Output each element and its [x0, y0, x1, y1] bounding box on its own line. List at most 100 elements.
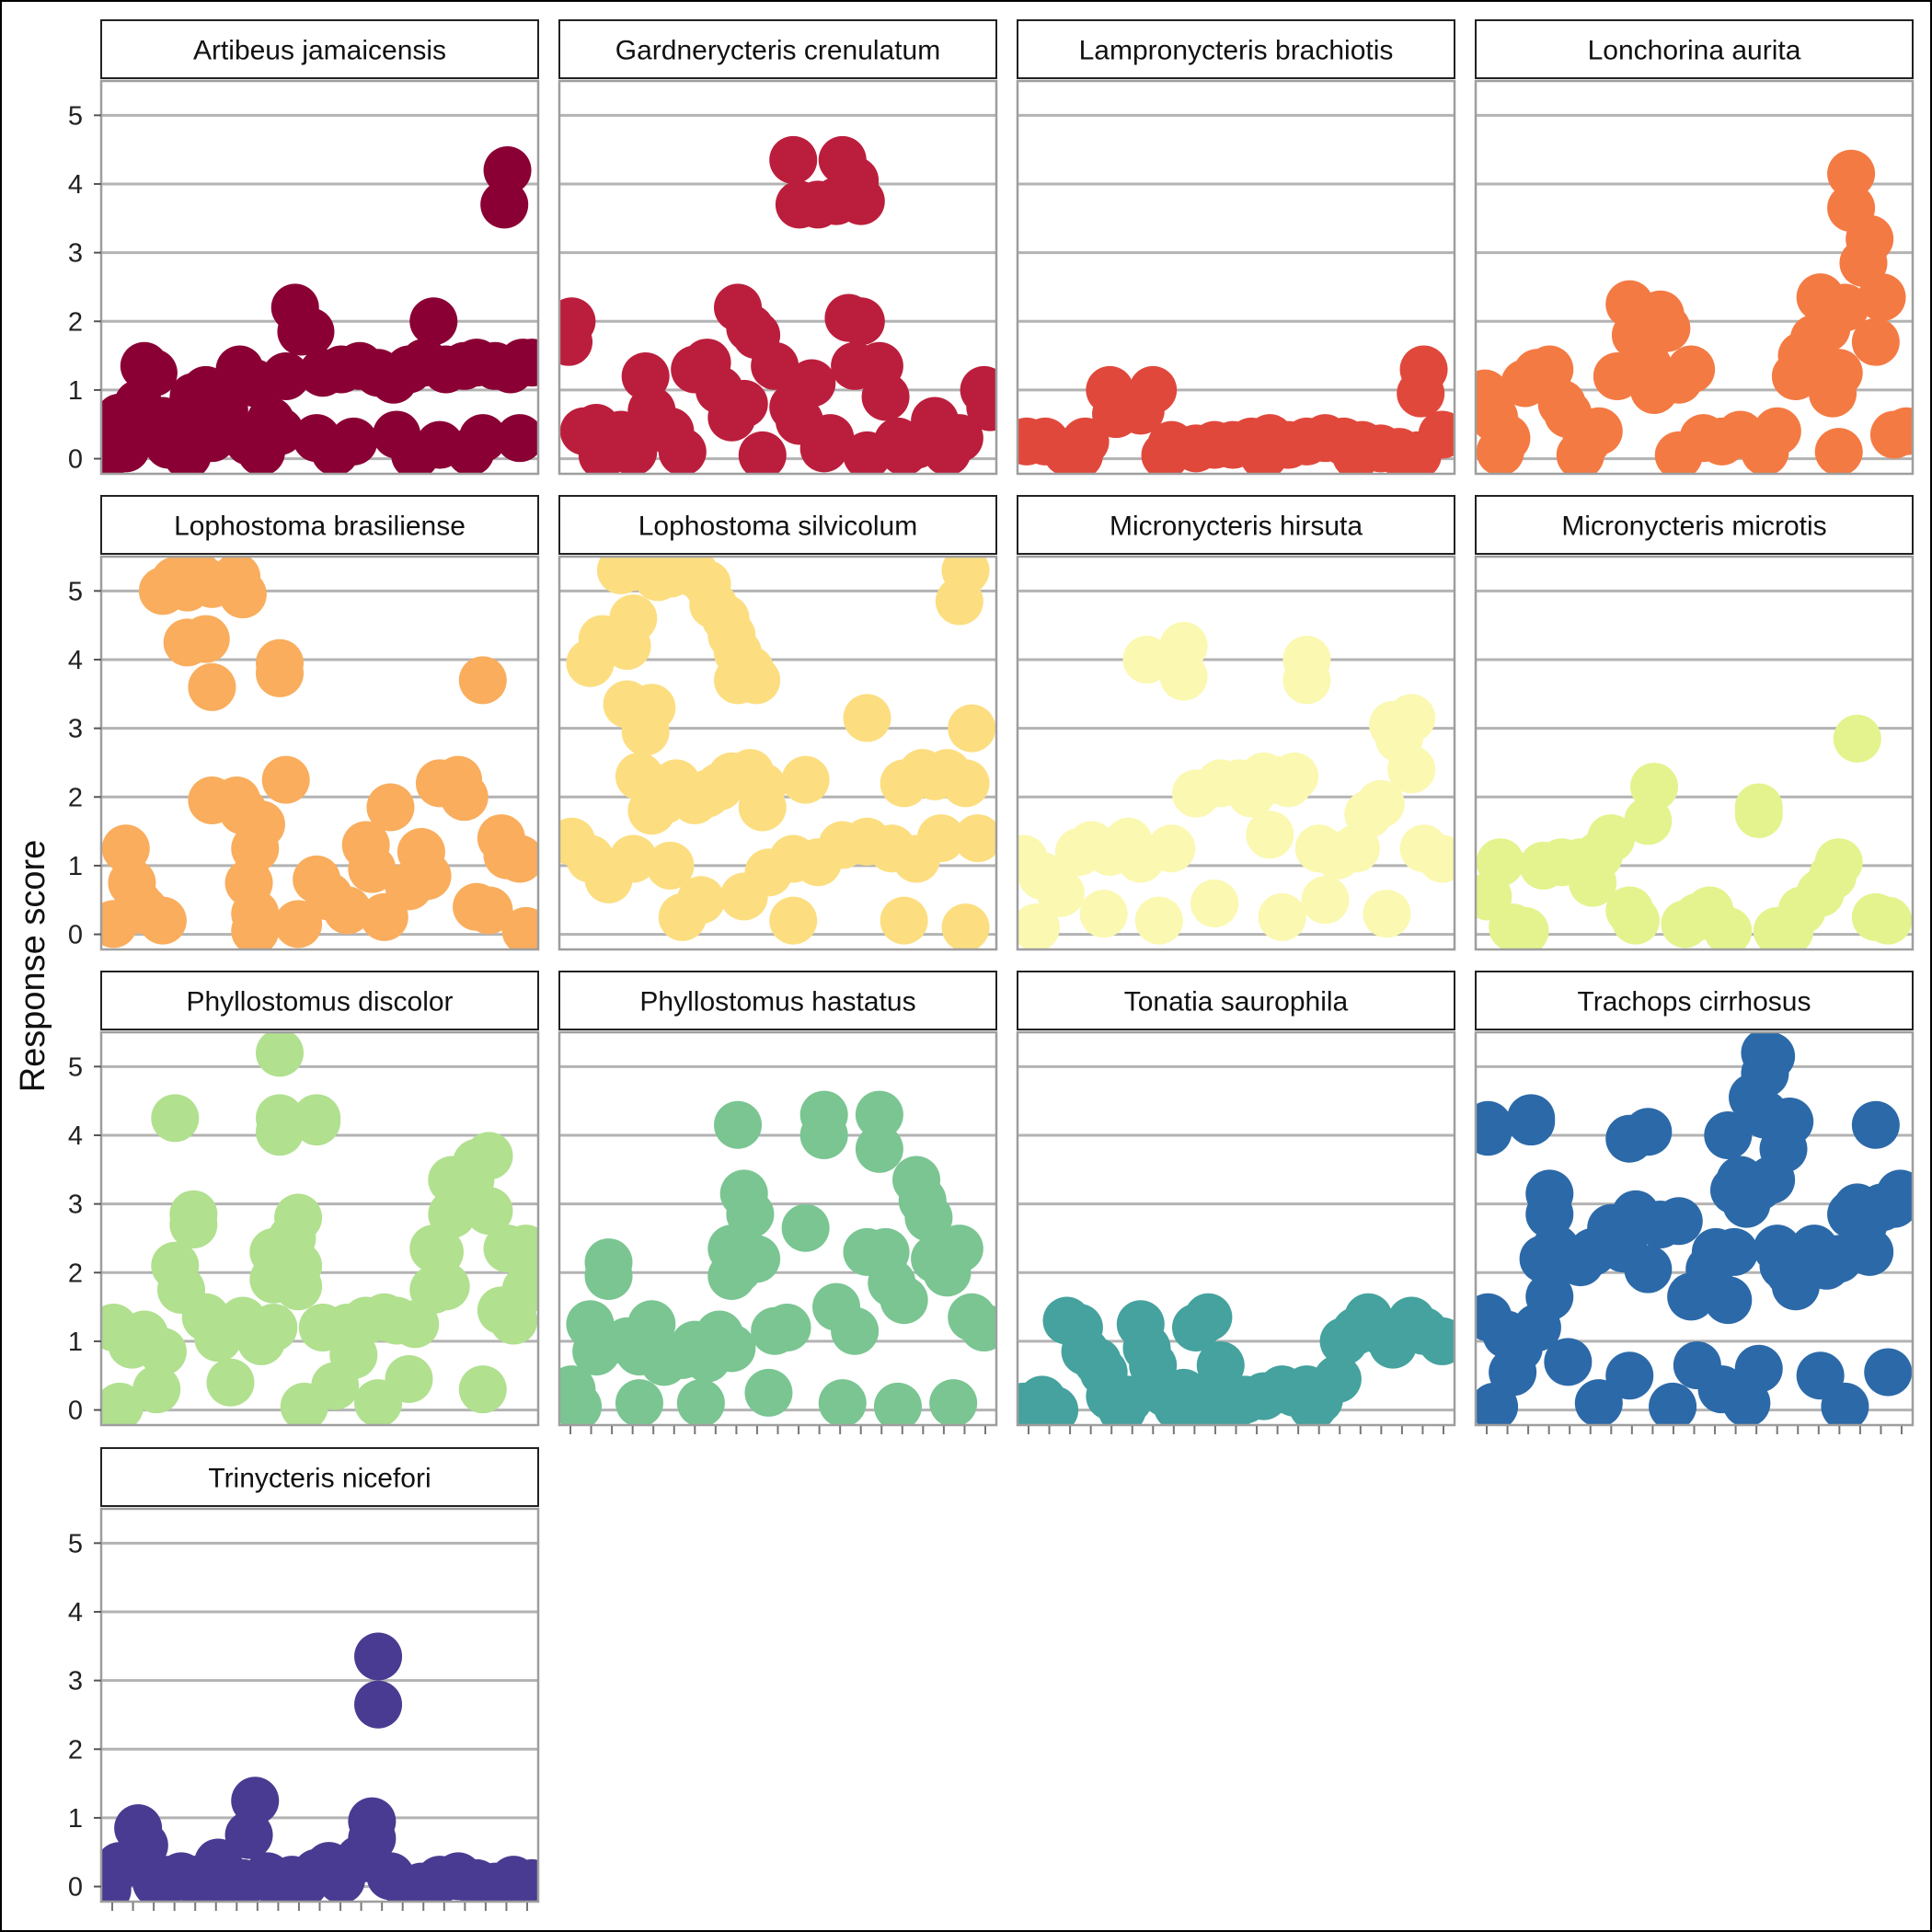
data-point	[465, 886, 513, 935]
data-point	[274, 1193, 323, 1242]
data-point	[799, 1110, 848, 1159]
data-point	[206, 1358, 255, 1407]
data-point	[1282, 656, 1331, 705]
data-point	[440, 773, 489, 822]
data-point	[1122, 635, 1171, 684]
facet-panels: Artibeus jamaicensis 0 1 2 3 4 5 Gardnerycteris…	[68, 19, 1915, 1911]
data-point	[1857, 273, 1906, 322]
data-point	[880, 1276, 928, 1325]
data-point	[501, 906, 538, 949]
data-point	[1476, 838, 1524, 887]
data-point	[101, 431, 132, 474]
panel-border	[99, 1030, 540, 1427]
data-point	[836, 177, 885, 225]
data-point	[1667, 345, 1716, 394]
panel-title: Artibeus jamaicensis	[193, 36, 446, 66]
y-tick-label: 2	[68, 307, 83, 337]
data-point	[1397, 369, 1445, 418]
panel-border	[1016, 1030, 1456, 1427]
points	[559, 1090, 996, 1425]
points	[559, 557, 996, 949]
data-point	[948, 704, 996, 753]
panel-strip	[558, 971, 997, 1030]
data-point	[732, 656, 781, 705]
data-point	[458, 1365, 507, 1414]
panel-border	[99, 79, 540, 476]
data-point	[843, 431, 891, 474]
data-point	[744, 1368, 793, 1417]
data-point	[1809, 369, 1857, 418]
data-point	[508, 339, 538, 387]
data-point	[1587, 814, 1636, 863]
data-point	[274, 1262, 323, 1311]
data-point	[1697, 1365, 1746, 1414]
data-point	[658, 428, 707, 474]
data-point	[1827, 149, 1876, 198]
data-point	[501, 1225, 538, 1273]
panel-strip	[558, 495, 997, 555]
panel-title: Gardnerycteris crenulatum	[615, 36, 940, 66]
data-point	[966, 383, 996, 431]
data-point	[1196, 1341, 1245, 1390]
data-point	[1765, 1098, 1814, 1146]
points	[101, 1032, 538, 1425]
data-point	[831, 1306, 880, 1355]
data-point	[818, 1379, 867, 1425]
panel-border	[99, 555, 540, 951]
data-point	[1624, 1108, 1673, 1156]
data-point	[465, 1187, 513, 1236]
data-point	[707, 1324, 756, 1373]
data-point	[1476, 1382, 1519, 1425]
data-point	[1239, 431, 1288, 474]
panel-border	[558, 1030, 998, 1427]
panel: Artibeus jamaicensis 0 1 2 3 4 5	[68, 19, 540, 476]
data-point	[1079, 890, 1128, 938]
data-point	[1129, 365, 1178, 414]
y-tick-label: 3	[68, 1190, 83, 1220]
data-point	[354, 1680, 403, 1729]
panel-strip	[558, 19, 997, 79]
data-point	[169, 1190, 218, 1238]
data-point	[726, 1190, 775, 1238]
data-point	[769, 896, 818, 945]
data-point	[1525, 1272, 1574, 1321]
y-tick-label: 3	[68, 715, 83, 744]
data-point	[495, 834, 538, 883]
data-point	[941, 903, 990, 949]
panel: Phyllostomus hastatus	[558, 971, 998, 1434]
data-point	[446, 428, 495, 474]
data-point	[249, 1303, 298, 1351]
data-point	[1611, 896, 1660, 945]
data-point	[1704, 1110, 1753, 1159]
data-point	[256, 1032, 305, 1077]
data-point	[769, 135, 818, 184]
y-tick-label: 1	[68, 1328, 83, 1357]
data-point	[138, 896, 187, 945]
panel-strip	[100, 971, 539, 1030]
panel-strip	[1475, 19, 1914, 79]
data-point	[873, 1382, 922, 1425]
data-point	[354, 1379, 403, 1425]
data-point	[658, 892, 707, 941]
y-tick-label: 3	[68, 1667, 83, 1696]
data-point	[559, 817, 596, 866]
data-point	[1134, 896, 1183, 945]
data-point	[1054, 431, 1103, 474]
data-point	[1331, 431, 1380, 474]
data-point	[1851, 1100, 1900, 1149]
data-point	[732, 1235, 781, 1283]
data-point	[1814, 838, 1863, 887]
data-point	[861, 373, 910, 421]
data-point	[1734, 789, 1783, 838]
data-point	[738, 783, 787, 832]
data-point	[1821, 283, 1869, 332]
data-point	[1814, 428, 1863, 474]
data-point	[855, 1124, 903, 1173]
y-axis-title: Response score	[14, 840, 52, 1093]
data-point	[751, 341, 799, 390]
points	[101, 1632, 538, 1902]
data-point	[1507, 1094, 1556, 1143]
panel-border	[1474, 79, 1915, 476]
